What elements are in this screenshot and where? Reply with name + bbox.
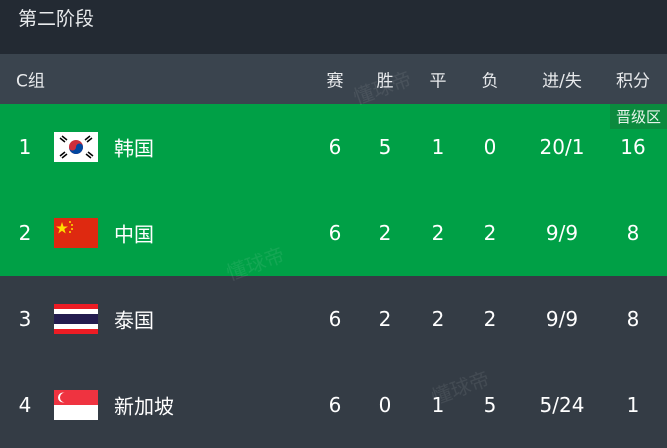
stat-drawn: 2 bbox=[431, 221, 445, 245]
rank: 3 bbox=[18, 307, 32, 331]
table-row[interactable]: 2 中国 6 2 2 2 9/9 8 bbox=[0, 190, 667, 276]
stat-drawn: 1 bbox=[431, 135, 445, 159]
col-lost: 负 bbox=[481, 71, 499, 92]
col-drawn: 平 bbox=[429, 71, 447, 92]
stat-points: 8 bbox=[626, 221, 640, 245]
col-goals: 进/失 bbox=[542, 71, 582, 92]
thailand-flag-icon bbox=[54, 304, 98, 334]
table-row[interactable]: 4 新加坡 6 0 1 5 5/24 1 bbox=[0, 362, 667, 448]
stat-goals: 5/24 bbox=[539, 393, 585, 417]
china-flag-icon bbox=[54, 218, 98, 248]
team-name[interactable]: 泰国 bbox=[114, 308, 154, 333]
stat-played: 6 bbox=[328, 221, 342, 245]
group-label: C组 bbox=[16, 71, 45, 92]
col-won: 胜 bbox=[376, 71, 394, 92]
stat-goals: 9/9 bbox=[545, 307, 579, 331]
rank: 4 bbox=[18, 393, 32, 417]
stat-goals: 9/9 bbox=[545, 221, 579, 245]
team-name[interactable]: 新加坡 bbox=[114, 394, 174, 419]
table-row[interactable]: 3 泰国 6 2 2 2 9/9 8 bbox=[0, 276, 667, 362]
stat-lost: 2 bbox=[483, 221, 497, 245]
stage-title: 第二阶段 bbox=[18, 8, 95, 30]
stage-title-bar: 第二阶段 bbox=[0, 0, 667, 54]
stat-drawn: 1 bbox=[431, 393, 445, 417]
rank: 2 bbox=[18, 221, 32, 245]
stat-drawn: 2 bbox=[431, 307, 445, 331]
stat-played: 6 bbox=[328, 135, 342, 159]
stat-won: 2 bbox=[378, 307, 392, 331]
col-played: 赛 bbox=[326, 71, 344, 92]
col-points: 积分 bbox=[616, 71, 650, 92]
stat-goals: 20/1 bbox=[539, 135, 585, 159]
stat-points: 16 bbox=[620, 135, 646, 159]
stat-lost: 5 bbox=[483, 393, 497, 417]
stat-lost: 0 bbox=[483, 135, 497, 159]
stat-points: 8 bbox=[626, 307, 640, 331]
stat-won: 2 bbox=[378, 221, 392, 245]
team-name[interactable]: 韩国 bbox=[114, 136, 154, 161]
stat-played: 6 bbox=[328, 307, 342, 331]
qualify-badge: 晋级区 bbox=[609, 104, 667, 129]
stat-points: 1 bbox=[626, 393, 640, 417]
stat-won: 5 bbox=[378, 135, 392, 159]
stat-lost: 2 bbox=[483, 307, 497, 331]
rank: 1 bbox=[18, 135, 32, 159]
singapore-flag-icon bbox=[54, 390, 98, 420]
stat-won: 0 bbox=[378, 393, 392, 417]
table-row[interactable]: 晋级区 1 韩国 6 5 1 0 20/1 16 bbox=[0, 104, 667, 190]
team-name[interactable]: 中国 bbox=[114, 222, 154, 247]
south-korea-flag-icon bbox=[54, 132, 98, 162]
table-header: C组 赛 胜 平 负 进/失 积分 bbox=[0, 54, 667, 104]
stat-played: 6 bbox=[328, 393, 342, 417]
